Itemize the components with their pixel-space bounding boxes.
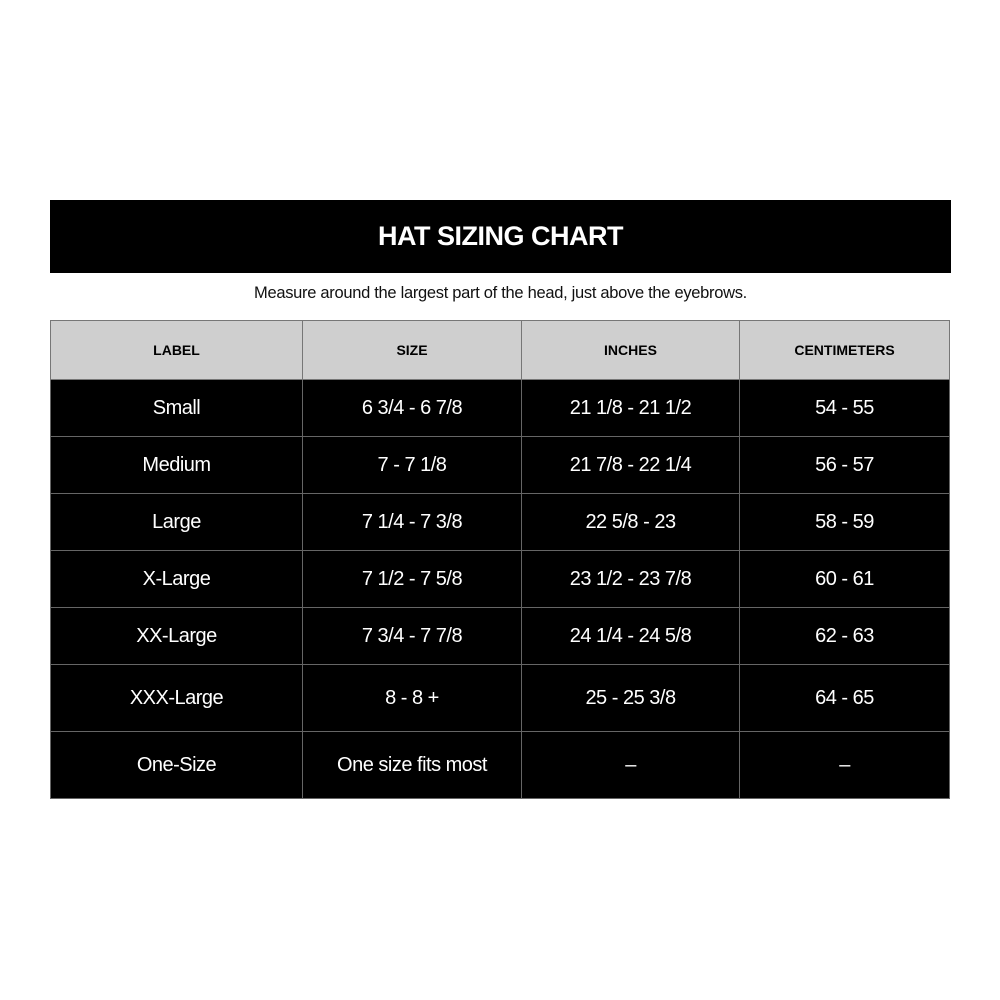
cell-size: 7 - 7 1/8 (302, 436, 522, 494)
cell-inches: 22 5/8 - 23 (521, 493, 740, 551)
cell-centimeters: 62 - 63 (739, 607, 950, 665)
table-row: Medium 7 - 7 1/8 21 7/8 - 22 1/4 56 - 57 (50, 436, 950, 494)
cell-label: One-Size (50, 731, 303, 799)
cell-label: Medium (50, 436, 303, 494)
table-header-row: LABEL SIZE INCHES CENTIMETERS (50, 320, 950, 380)
cell-size: 7 1/2 - 7 5/8 (302, 550, 522, 608)
table-row: XX-Large 7 3/4 - 7 7/8 24 1/4 - 24 5/8 62 -… (50, 607, 950, 665)
cell-label: Small (50, 379, 303, 437)
table-row: Small 6 3/4 - 6 7/8 21 1/8 - 21 1/2 54 - 55 (50, 379, 950, 437)
cell-inches: 21 1/8 - 21 1/2 (521, 379, 740, 437)
chart-title-bar: HAT SIZING CHART (50, 200, 951, 273)
cell-centimeters: 58 - 59 (739, 493, 950, 551)
cell-label: XX-Large (50, 607, 303, 665)
table-row: X-Large 7 1/2 - 7 5/8 23 1/2 - 23 7/8 60 - … (50, 550, 950, 608)
cell-inches: 25 - 25 3/8 (521, 664, 740, 732)
cell-size: 7 1/4 - 7 3/8 (302, 493, 522, 551)
cell-label: Large (50, 493, 303, 551)
cell-centimeters: 60 - 61 (739, 550, 950, 608)
cell-inches: 23 1/2 - 23 7/8 (521, 550, 740, 608)
column-header-centimeters: CENTIMETERS (739, 320, 950, 380)
cell-inches: 21 7/8 - 22 1/4 (521, 436, 740, 494)
cell-centimeters: 54 - 55 (739, 379, 950, 437)
cell-inches: 24 1/4 - 24 5/8 (521, 607, 740, 665)
cell-inches: – (521, 731, 740, 799)
cell-centimeters: 64 - 65 (739, 664, 950, 732)
chart-title: HAT SIZING CHART (378, 221, 623, 251)
cell-size: 8 - 8 + (302, 664, 522, 732)
cell-centimeters: – (739, 731, 950, 799)
table-row: One-Size One size fits most – – (50, 731, 950, 799)
table-row: Large 7 1/4 - 7 3/8 22 5/8 - 23 58 - 59 (50, 493, 950, 551)
cell-label: XXX-Large (50, 664, 303, 732)
table-row: XXX-Large 8 - 8 +25 - 25 3/8 64 - 65 (50, 664, 950, 732)
column-header-label: LABEL (50, 320, 303, 380)
column-header-inches: INCHES (521, 320, 740, 380)
sizing-table: LABEL SIZE INCHES CENTIMETERS Small 6 3/4… (50, 320, 950, 799)
measurement-instructions: Measure around the largest part of the h… (254, 284, 747, 302)
column-header-size: SIZE (302, 320, 522, 380)
cell-label: X-Large (50, 550, 303, 608)
cell-size: 7 3/4 - 7 7/8 (302, 607, 522, 665)
cell-size: One size fits most (302, 731, 522, 799)
cell-size: 6 3/4 - 6 7/8 (302, 379, 522, 437)
cell-centimeters: 56 - 57 (739, 436, 950, 494)
